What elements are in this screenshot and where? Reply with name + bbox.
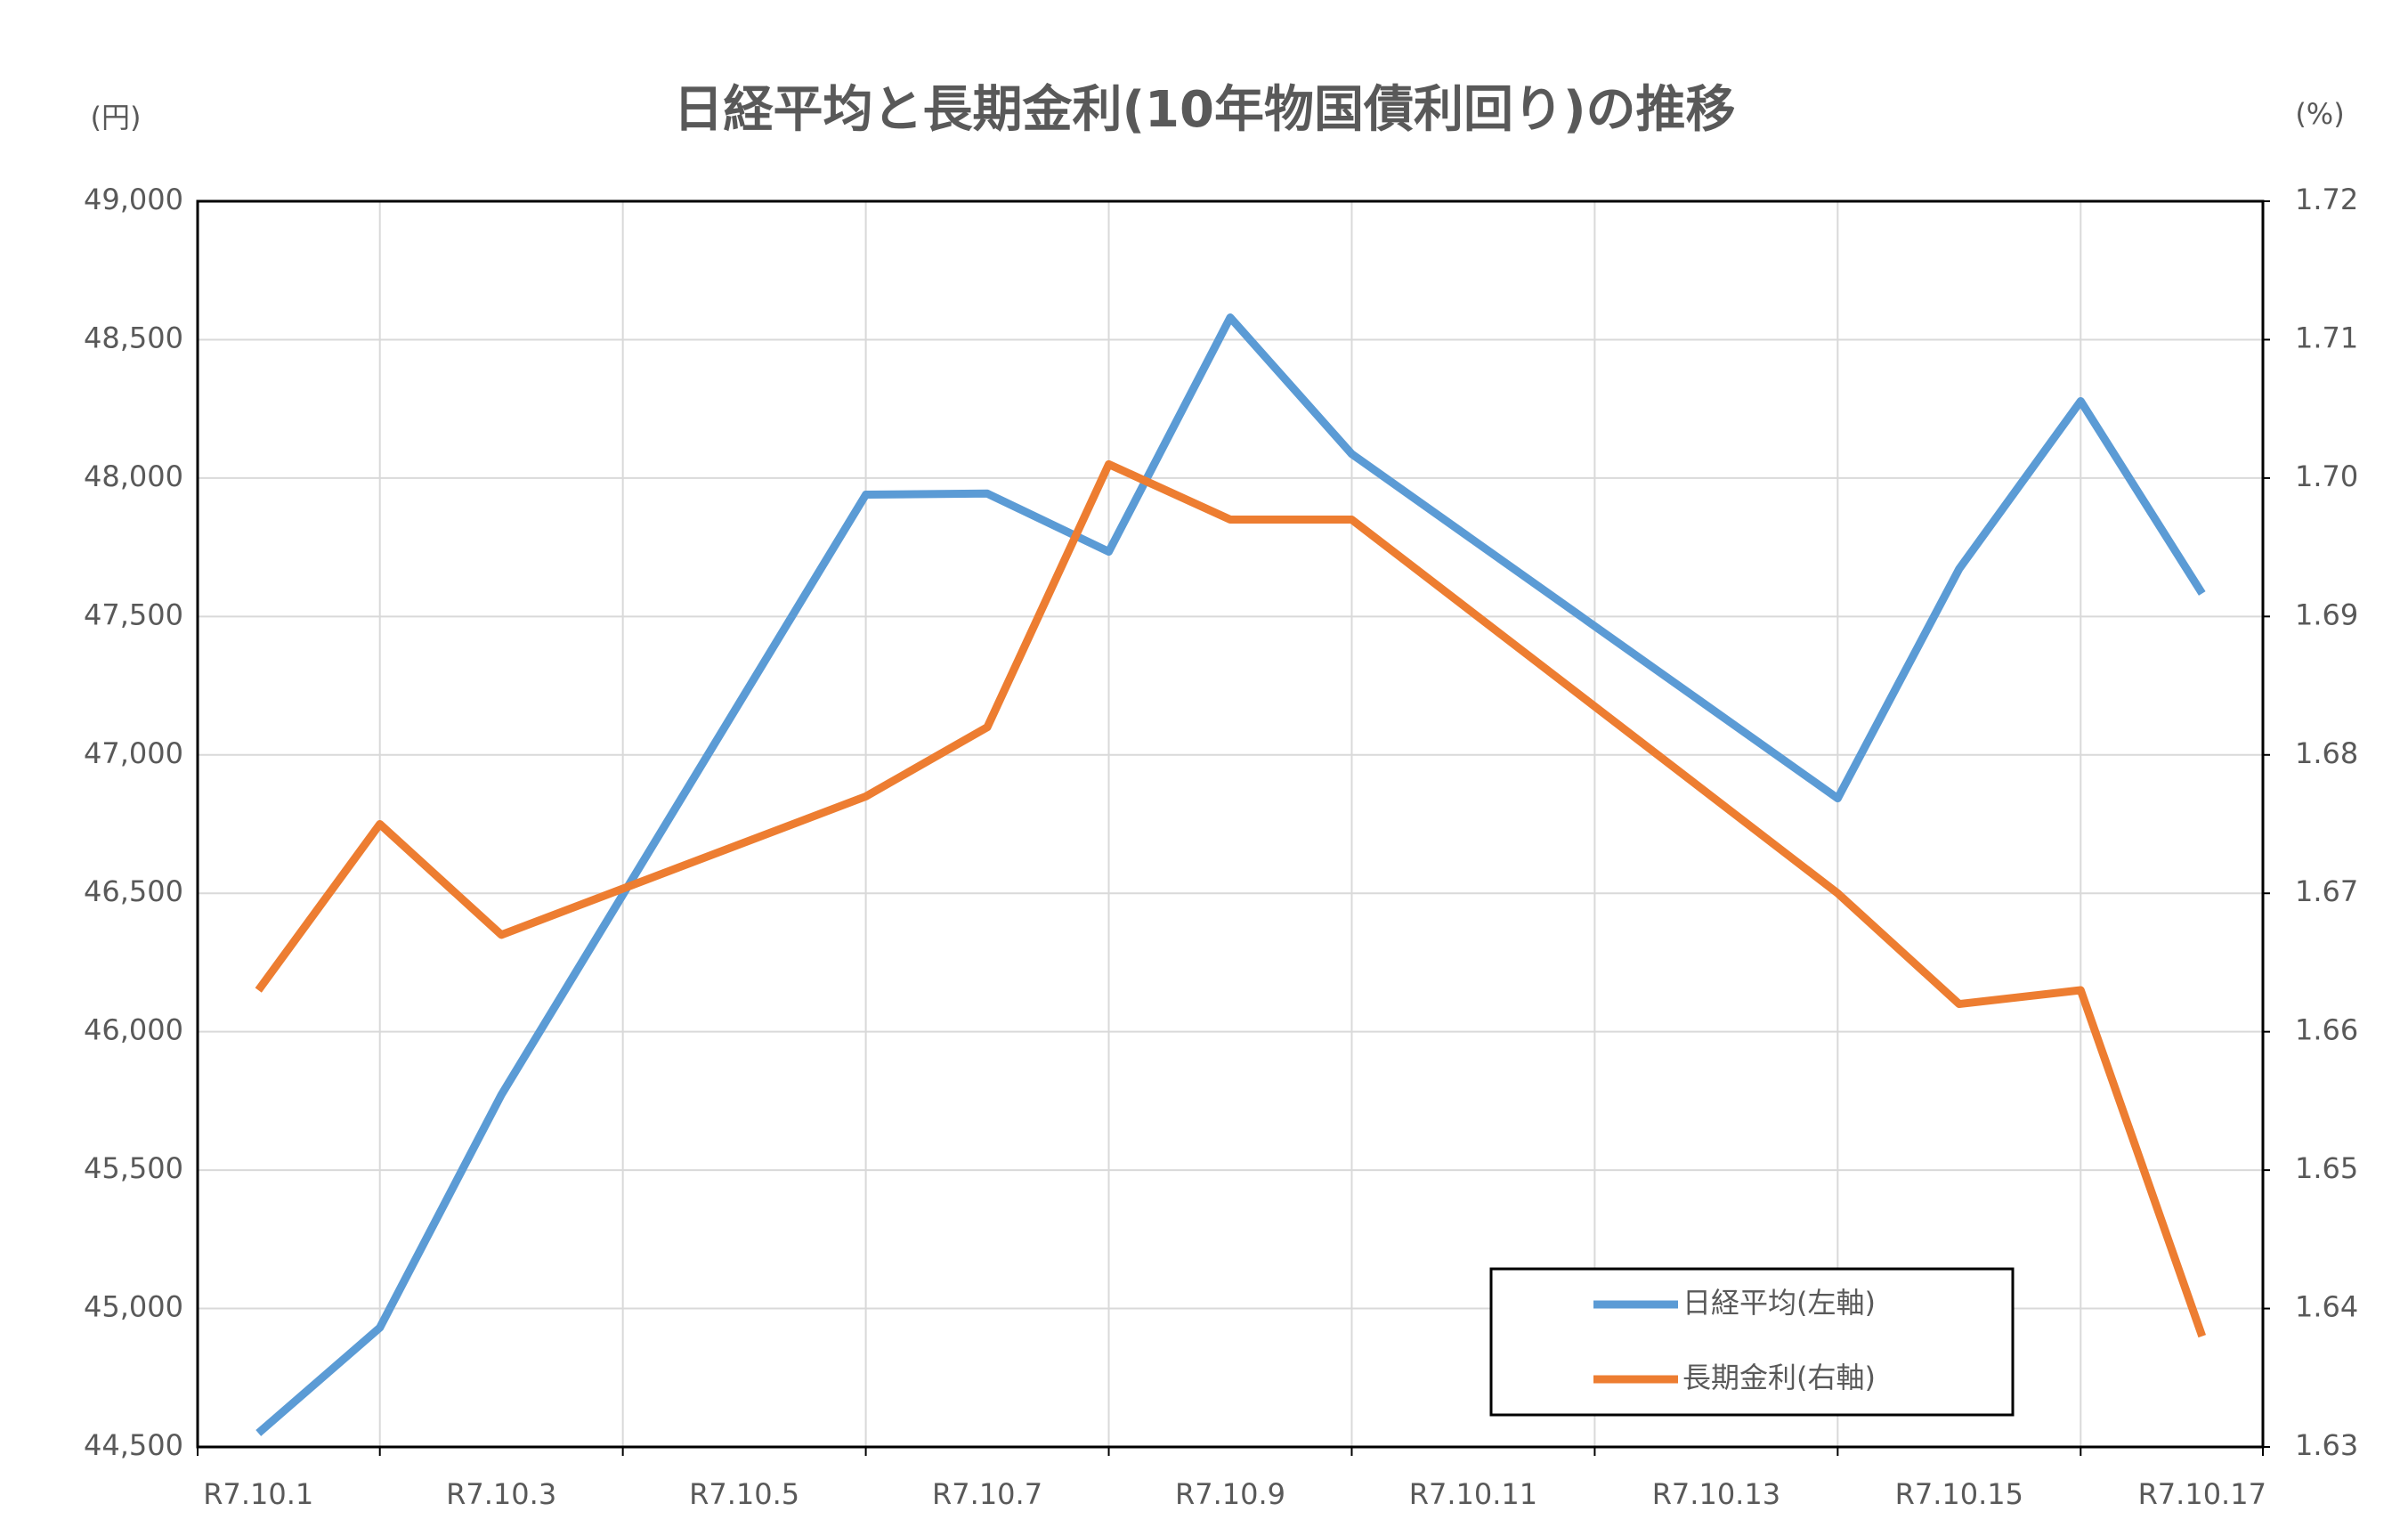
x-tick-label: R7.10.1 xyxy=(203,1477,313,1511)
y2-tick-label: 1.72 xyxy=(2295,183,2358,216)
y-tick-label: 48,500 xyxy=(84,321,183,354)
y-tick-label: 45,500 xyxy=(84,1151,183,1185)
legend-label: 日経平均(左軸) xyxy=(1682,1286,1876,1320)
y-tick-label: 47,000 xyxy=(84,736,183,770)
y2-tick-label: 1.68 xyxy=(2295,736,2358,770)
y-tick-label: 47,500 xyxy=(84,597,183,631)
legend-label: 長期金利(右軸) xyxy=(1682,1361,1876,1394)
y-tick-label: 44,500 xyxy=(84,1428,183,1462)
y2-tick-label: 1.64 xyxy=(2295,1290,2358,1324)
data-line xyxy=(255,313,2206,1436)
x-tick-label: R7.10.3 xyxy=(446,1477,556,1511)
y2-axis-unit: (%) xyxy=(2295,97,2344,131)
x-tick-label: R7.10.17 xyxy=(2138,1477,2266,1511)
y-axis-unit: (円) xyxy=(91,101,142,134)
legend-box xyxy=(1489,1267,2015,1417)
x-tick-label: R7.10.15 xyxy=(1895,1477,2023,1511)
y-tick-label: 46,500 xyxy=(84,874,183,908)
y2-tick-label: 1.71 xyxy=(2295,321,2358,354)
y2-tick-label: 1.67 xyxy=(2295,874,2358,908)
y2-tick-label: 1.70 xyxy=(2295,459,2358,493)
chart-title: 日経平均と長期金利(10年物国債利回り)の推移 xyxy=(673,81,1735,139)
x-tick-label: R7.10.5 xyxy=(689,1477,799,1511)
x-tick-label: R7.10.7 xyxy=(932,1477,1042,1511)
x-tick-label: R7.10.13 xyxy=(1652,1477,1780,1511)
y-tick-label: 49,000 xyxy=(84,183,183,216)
y-tick-label: 46,000 xyxy=(84,1013,183,1047)
x-tick-label: R7.10.9 xyxy=(1175,1477,1285,1511)
y2-tick-label: 1.69 xyxy=(2295,597,2358,631)
y2-tick-label: 1.66 xyxy=(2295,1013,2358,1047)
plot-border xyxy=(196,199,2265,1449)
data-line xyxy=(255,459,2207,1338)
y2-tick-label: 1.65 xyxy=(2295,1151,2358,1185)
y-tick-label: 45,000 xyxy=(84,1290,183,1324)
x-tick-label: R7.10.11 xyxy=(1409,1477,1537,1511)
y2-tick-label: 1.63 xyxy=(2295,1428,2358,1462)
y-tick-label: 48,000 xyxy=(84,459,183,493)
